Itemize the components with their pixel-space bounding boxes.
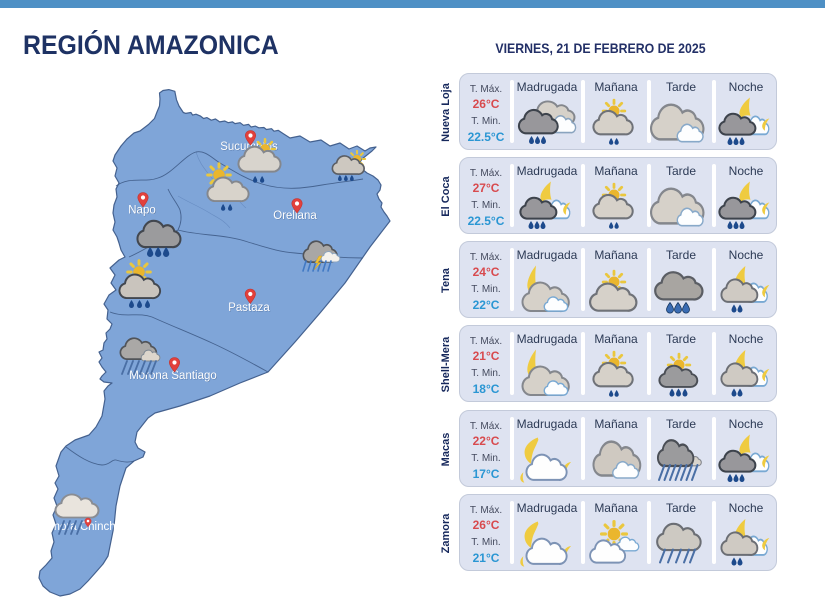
- svg-text:Orellana: Orellana: [273, 210, 317, 222]
- svg-text:Napo: Napo: [129, 205, 157, 217]
- svg-text:Morona Santiago: Morona Santiago: [129, 370, 217, 382]
- svg-text:Pastaza: Pastaza: [229, 303, 271, 315]
- svg-text:Pastaza: Pastaza: [228, 302, 270, 314]
- svg-text:Napo: Napo: [128, 205, 156, 217]
- svg-text:Zamora Chinchipe: Zamora Chinchipe: [37, 521, 131, 533]
- svg-text:Orellana: Orellana: [274, 211, 318, 223]
